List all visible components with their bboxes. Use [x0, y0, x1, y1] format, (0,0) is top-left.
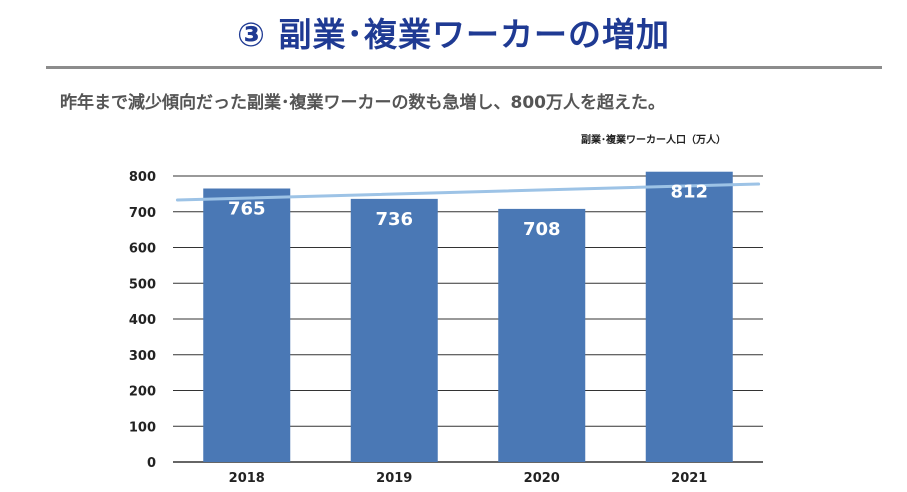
page-subtitle: 昨年まで減少傾向だった副業･複業ワーカーの数も急増し、800万人を超えた。 [60, 93, 665, 113]
data-labels: 765 736 708 812 [228, 182, 708, 240]
y-tick-label: 800 [129, 170, 156, 185]
trendline [175, 182, 761, 202]
y-tick-label: 0 [147, 456, 156, 471]
x-tick-label: 2021 [671, 471, 707, 486]
y-tick-label: 600 [129, 242, 156, 257]
trendline-line [175, 182, 761, 202]
bars [203, 171, 733, 462]
y-tick-label: 500 [129, 277, 156, 292]
bar-2021 [645, 171, 733, 462]
title-divider [46, 66, 882, 69]
x-tick-label: 2019 [376, 471, 412, 486]
page-title: ③ 副業･複業ワーカーの増加 [237, 15, 670, 54]
y-tick-label: 300 [129, 349, 156, 364]
y-tick-label: 400 [129, 313, 156, 328]
y-axis-ticks: 0 100 200 300 400 500 600 700 800 [129, 170, 156, 471]
x-tick-label: 2020 [524, 471, 560, 486]
y-tick-label: 100 [129, 420, 156, 435]
data-label-2020: 708 [523, 219, 561, 240]
bar-2020 [498, 208, 586, 462]
x-axis-ticks: 2018 2019 2020 2021 [229, 471, 708, 486]
data-label-2019: 736 [375, 209, 413, 230]
legend-series-label: 副業･複業ワーカー人口（万人） [581, 133, 726, 146]
x-tick-label: 2018 [229, 471, 265, 486]
y-tick-label: 200 [129, 385, 156, 400]
data-label-2018: 765 [228, 199, 266, 220]
data-label-2021: 812 [670, 182, 708, 203]
y-tick-label: 700 [129, 206, 156, 221]
bar-2018 [203, 188, 291, 462]
bar-2019 [350, 198, 438, 462]
